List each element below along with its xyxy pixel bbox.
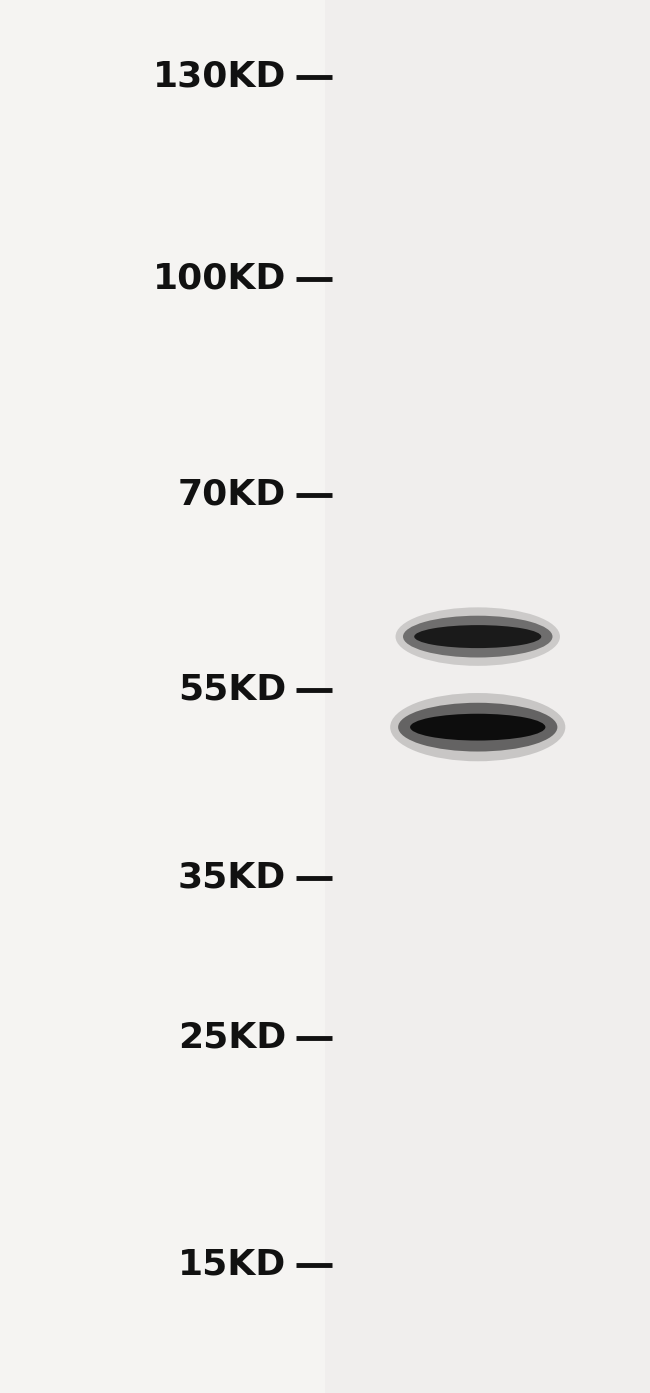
Ellipse shape xyxy=(410,713,545,741)
Text: 70KD: 70KD xyxy=(177,478,286,511)
Ellipse shape xyxy=(398,702,558,752)
Ellipse shape xyxy=(395,607,560,666)
Text: 15KD: 15KD xyxy=(177,1248,286,1282)
Text: 55KD: 55KD xyxy=(177,673,286,706)
Text: 35KD: 35KD xyxy=(177,861,286,894)
Ellipse shape xyxy=(414,625,541,648)
Ellipse shape xyxy=(390,692,566,761)
Bar xyxy=(325,0,650,1393)
Ellipse shape xyxy=(403,616,552,657)
Text: 130KD: 130KD xyxy=(153,60,286,93)
Text: 25KD: 25KD xyxy=(177,1021,286,1055)
Text: 100KD: 100KD xyxy=(153,262,286,295)
